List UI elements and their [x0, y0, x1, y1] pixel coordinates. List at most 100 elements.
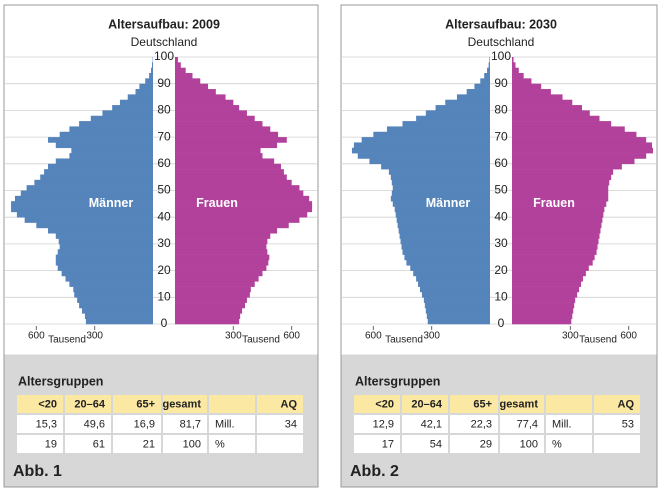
- chart-title: Altersaufbau: 2009: [108, 17, 220, 31]
- population-bar: [175, 121, 263, 127]
- cell-text: 42,1: [421, 418, 442, 430]
- header-cell: [113, 395, 161, 413]
- population-bar: [16, 211, 154, 218]
- table-cell: [209, 415, 255, 433]
- y-tick-label: 20: [494, 263, 508, 277]
- header-text: 20–64: [411, 398, 442, 410]
- population-bar: [489, 57, 490, 63]
- population-bar: [512, 179, 610, 186]
- table-cell: [354, 415, 400, 433]
- population-bar: [416, 275, 490, 282]
- population-bar: [512, 281, 582, 287]
- table-cell: [257, 415, 303, 433]
- population-bar: [69, 281, 153, 287]
- header-cell: [354, 395, 400, 413]
- series-label: Frauen: [196, 196, 238, 210]
- population-bar: [175, 78, 201, 84]
- population-bar: [512, 153, 647, 159]
- y-tick-label: 30: [494, 236, 508, 250]
- header-cell: [500, 395, 544, 413]
- population-bar: [84, 313, 153, 319]
- population-bar: [410, 265, 490, 271]
- population-bar: [512, 190, 609, 197]
- population-bar: [175, 131, 279, 138]
- chart-subtitle: Deutschland: [131, 35, 198, 49]
- table-cell: [257, 435, 303, 453]
- y-tick-label: 30: [157, 236, 171, 250]
- table-heading: Altersgruppen: [355, 374, 440, 388]
- population-bar: [175, 110, 247, 117]
- population-bar: [404, 254, 490, 261]
- x-tick-label: 300: [423, 331, 440, 342]
- population-bar: [11, 206, 153, 213]
- table-cell: [402, 435, 448, 453]
- x-tick-label: 600: [365, 331, 382, 342]
- population-bar: [175, 73, 193, 79]
- series-label: Männer: [89, 196, 134, 210]
- header-text: <20: [38, 398, 57, 410]
- population-bar: [127, 94, 153, 101]
- population-bar: [175, 270, 263, 277]
- cell-text: 12,9: [373, 418, 394, 430]
- population-bar: [351, 147, 490, 154]
- x-unit-label: Tausend: [242, 335, 280, 346]
- cell-text: Mill.: [215, 418, 235, 430]
- population-bar: [175, 313, 241, 319]
- header-cell: [163, 395, 207, 413]
- x-tick-label: 300: [86, 331, 103, 342]
- population-bar: [175, 307, 243, 314]
- header-cell: [402, 395, 448, 413]
- population-bar: [480, 78, 490, 84]
- population-bar: [175, 265, 267, 271]
- population-bar: [175, 163, 281, 170]
- header-cell: [450, 395, 498, 413]
- header-text: 20–64: [74, 398, 105, 410]
- population-bar: [512, 243, 598, 250]
- population-bar: [466, 89, 490, 95]
- population-bar: [397, 222, 490, 229]
- header-text: AQ: [281, 398, 298, 410]
- population-bar: [488, 62, 490, 68]
- population-bar: [420, 286, 490, 293]
- population-bar: [418, 281, 490, 287]
- population-bar: [512, 105, 582, 111]
- population-bar: [26, 185, 153, 191]
- population-bar: [391, 190, 490, 197]
- y-tick-label: 60: [494, 156, 508, 170]
- cell-text: 34: [285, 418, 297, 430]
- chart-subtitle: Deutschland: [468, 35, 535, 49]
- population-bar: [175, 201, 313, 207]
- y-tick-label: 90: [494, 76, 508, 90]
- y-tick-label: 10: [494, 289, 508, 303]
- population-bar: [175, 233, 271, 239]
- population-bar: [11, 201, 153, 207]
- population-bar: [74, 291, 153, 298]
- population-bar: [456, 94, 490, 101]
- population-bar: [175, 217, 300, 223]
- cell-text: 19: [45, 438, 57, 450]
- population-bar: [512, 265, 589, 271]
- population-bar: [512, 78, 532, 84]
- header-cell: [17, 395, 63, 413]
- population-bar: [512, 121, 612, 127]
- population-bar: [57, 265, 153, 271]
- y-tick-label: 70: [157, 129, 171, 143]
- table-cell: [450, 435, 498, 453]
- population-bar: [435, 105, 490, 111]
- table-cell: [450, 415, 498, 433]
- population-bar: [390, 195, 490, 202]
- population-bar: [48, 137, 153, 143]
- population-bar: [423, 297, 490, 303]
- population-bar: [175, 227, 278, 234]
- population-bar: [55, 142, 153, 149]
- population-bar: [55, 254, 153, 261]
- population-bar: [512, 83, 542, 90]
- population-bar: [512, 73, 524, 79]
- y-tick-label: 20: [157, 263, 171, 277]
- population-bar: [90, 115, 153, 122]
- population-bar: [512, 158, 635, 165]
- table-cell: [113, 415, 161, 433]
- population-bar: [361, 137, 490, 143]
- population-bar: [427, 318, 490, 325]
- series-label: Männer: [426, 196, 471, 210]
